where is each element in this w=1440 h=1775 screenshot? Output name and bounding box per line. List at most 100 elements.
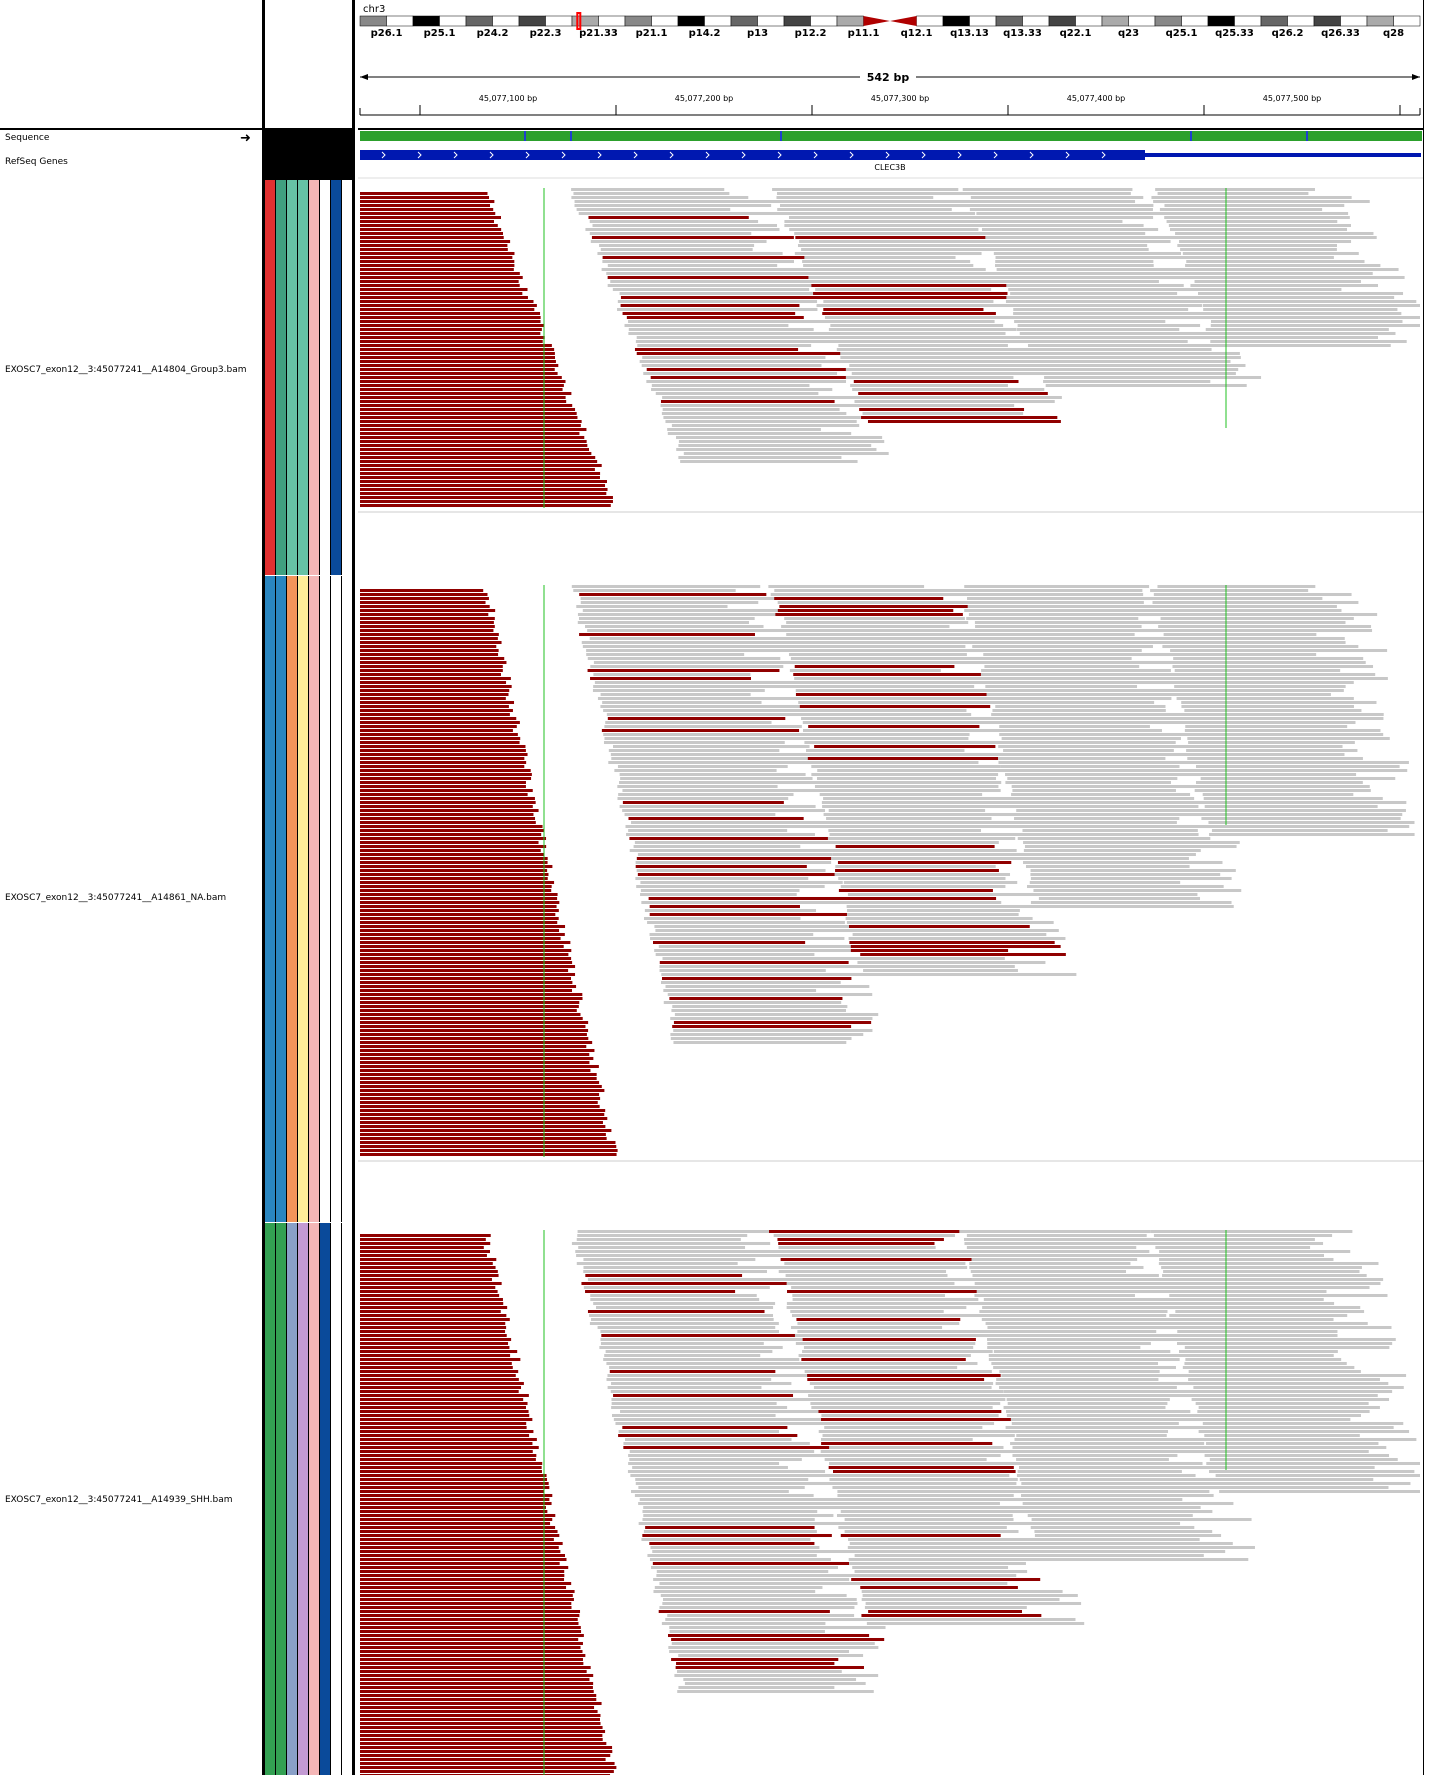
- read[interactable]: [360, 1105, 600, 1108]
- read[interactable]: [1027, 885, 1224, 888]
- read[interactable]: [792, 1294, 945, 1297]
- read[interactable]: [360, 969, 569, 972]
- read[interactable]: [851, 1578, 1041, 1581]
- read[interactable]: [643, 1514, 834, 1517]
- read[interactable]: [1013, 821, 1177, 824]
- cytoband[interactable]: [1393, 15, 1421, 27]
- cytoband[interactable]: [518, 15, 546, 27]
- read[interactable]: [1027, 1498, 1183, 1501]
- attribute-cell[interactable]: [298, 180, 309, 575]
- read[interactable]: [360, 308, 535, 311]
- read[interactable]: [667, 993, 873, 996]
- read[interactable]: [1197, 1410, 1370, 1413]
- read[interactable]: [985, 681, 1187, 684]
- cytoband[interactable]: [916, 15, 944, 27]
- read[interactable]: [1153, 1234, 1333, 1237]
- read[interactable]: [1008, 801, 1224, 804]
- read[interactable]: [360, 472, 601, 475]
- read[interactable]: [593, 673, 751, 676]
- read[interactable]: [853, 929, 1059, 932]
- read[interactable]: [360, 1602, 572, 1605]
- read[interactable]: [576, 208, 731, 211]
- read[interactable]: [360, 264, 515, 267]
- read[interactable]: [974, 621, 1190, 624]
- read[interactable]: [360, 1666, 591, 1669]
- read[interactable]: [628, 829, 788, 832]
- read[interactable]: [1009, 769, 1223, 772]
- read[interactable]: [360, 1742, 607, 1745]
- read[interactable]: [850, 949, 1009, 952]
- read[interactable]: [360, 681, 507, 684]
- read[interactable]: [1182, 733, 1384, 736]
- read[interactable]: [968, 613, 1173, 616]
- read[interactable]: [360, 332, 541, 335]
- read[interactable]: [619, 805, 816, 808]
- read[interactable]: [992, 729, 1162, 732]
- read[interactable]: [652, 1562, 866, 1565]
- read[interactable]: [360, 1426, 527, 1429]
- read[interactable]: [360, 749, 526, 752]
- read[interactable]: [360, 296, 528, 299]
- read[interactable]: [360, 641, 502, 644]
- read[interactable]: [671, 1009, 846, 1012]
- read[interactable]: [590, 665, 784, 668]
- read[interactable]: [360, 1033, 587, 1036]
- read[interactable]: [966, 1234, 1147, 1237]
- read[interactable]: [812, 761, 979, 764]
- read[interactable]: [791, 1314, 996, 1317]
- read[interactable]: [1187, 737, 1390, 740]
- read[interactable]: [808, 276, 1003, 279]
- read[interactable]: [1159, 1258, 1334, 1261]
- read[interactable]: [799, 705, 991, 708]
- read[interactable]: [604, 725, 802, 728]
- read[interactable]: [813, 292, 1008, 295]
- read[interactable]: [1011, 793, 1191, 796]
- read[interactable]: [360, 1005, 579, 1008]
- read[interactable]: [797, 244, 1009, 247]
- read[interactable]: [1210, 340, 1407, 343]
- read[interactable]: [1211, 344, 1391, 347]
- read[interactable]: [360, 1410, 529, 1413]
- cytoband[interactable]: [598, 15, 626, 27]
- read[interactable]: [1206, 316, 1420, 319]
- read[interactable]: [845, 917, 1033, 920]
- read[interactable]: [786, 633, 981, 636]
- read[interactable]: [360, 228, 502, 231]
- read[interactable]: [779, 605, 975, 608]
- read[interactable]: [360, 1554, 566, 1557]
- read[interactable]: [360, 693, 509, 696]
- read[interactable]: [641, 364, 822, 367]
- read[interactable]: [612, 1414, 776, 1417]
- read[interactable]: [610, 280, 818, 283]
- read[interactable]: [625, 825, 845, 828]
- read[interactable]: [964, 609, 1171, 612]
- read[interactable]: [571, 196, 749, 199]
- read[interactable]: [821, 1418, 1031, 1421]
- read[interactable]: [638, 1522, 846, 1525]
- read[interactable]: [964, 192, 1131, 195]
- read[interactable]: [634, 1494, 814, 1497]
- read[interactable]: [975, 625, 1142, 628]
- read[interactable]: [983, 248, 1149, 251]
- read[interactable]: [360, 1598, 574, 1601]
- read[interactable]: [869, 1618, 1076, 1621]
- read[interactable]: [360, 224, 498, 227]
- read[interactable]: [814, 785, 999, 788]
- read[interactable]: [360, 480, 607, 483]
- read[interactable]: [965, 593, 1144, 596]
- attribute-cell[interactable]: [320, 180, 331, 575]
- read[interactable]: [360, 276, 523, 279]
- read[interactable]: [808, 725, 980, 728]
- read[interactable]: [849, 925, 1030, 928]
- read[interactable]: [360, 925, 566, 928]
- read[interactable]: [660, 1594, 847, 1597]
- read[interactable]: [988, 677, 1175, 680]
- read[interactable]: [360, 1017, 583, 1020]
- read[interactable]: [611, 1382, 792, 1385]
- read[interactable]: [1167, 1278, 1384, 1281]
- read[interactable]: [360, 1618, 578, 1621]
- read[interactable]: [803, 1346, 974, 1349]
- read[interactable]: [1016, 1434, 1167, 1437]
- read[interactable]: [643, 1530, 817, 1533]
- read[interactable]: [1031, 1538, 1200, 1541]
